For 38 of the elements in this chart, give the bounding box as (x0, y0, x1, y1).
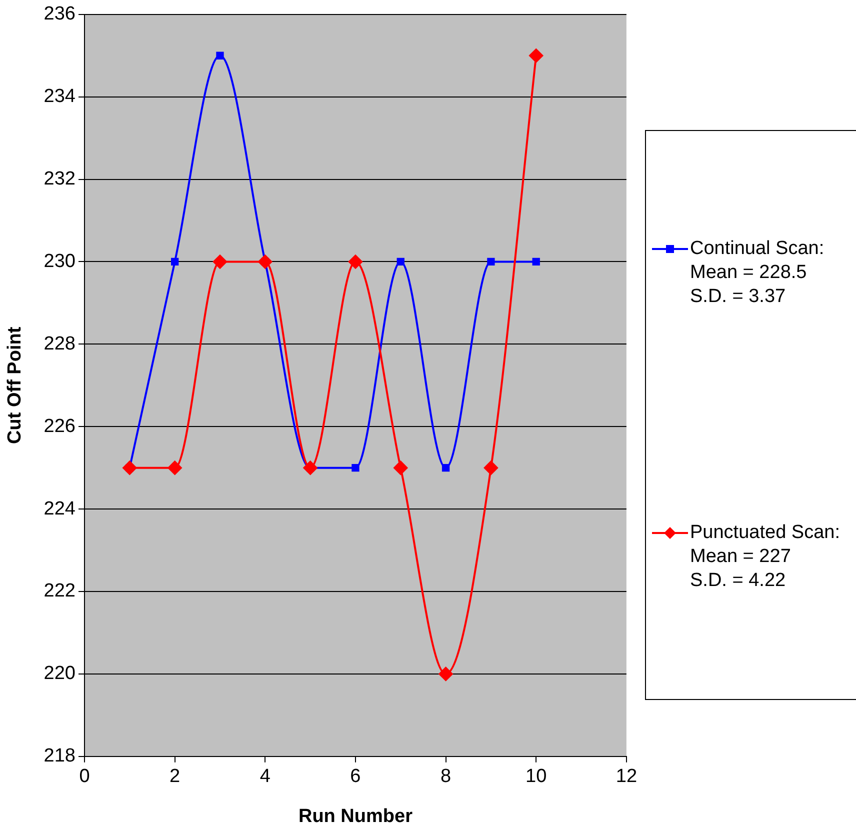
y-tick-label: 236 (44, 4, 76, 25)
y-tick-label: 218 (44, 746, 76, 767)
point (487, 258, 495, 266)
y-tick-label: 228 (44, 333, 76, 354)
point (396, 258, 404, 266)
point (303, 460, 318, 475)
point (394, 460, 408, 475)
x-tick-label: 10 (526, 766, 547, 788)
legend-label: Continual Scan: Mean = 228.5 S.D. = 3.37 (690, 237, 824, 309)
point (442, 464, 450, 472)
point (532, 258, 540, 266)
y-tick-label: 226 (44, 416, 76, 437)
x-tick-label: 2 (170, 766, 180, 788)
point (348, 254, 362, 269)
point (438, 666, 453, 681)
y-tick-label: 230 (44, 250, 76, 272)
y-tick-label: 234 (44, 86, 76, 108)
point (170, 258, 179, 266)
x-tick-label: 0 (79, 766, 90, 788)
point (122, 460, 137, 475)
y-tick-label: 232 (44, 168, 76, 190)
y-tick-label: 220 (44, 663, 76, 684)
legend-label: Punctuated Scan: Mean = 227 S.D. = 4.22 (690, 521, 840, 593)
point (529, 48, 544, 63)
point (352, 464, 360, 472)
x-tick-label: 6 (350, 766, 361, 788)
y-tick-label: 224 (44, 498, 76, 520)
point (484, 460, 498, 475)
point (212, 254, 227, 269)
x-tick-label: 8 (440, 766, 452, 788)
x-tick-label: 12 (616, 766, 638, 788)
point (258, 254, 272, 269)
y-axis-title: Cut Off Point (4, 326, 26, 444)
point (168, 460, 182, 475)
y-tick-label: 222 (44, 580, 76, 602)
point (216, 52, 224, 60)
x-axis-title: Run Number (298, 806, 414, 827)
x-tick-label: 4 (260, 766, 271, 788)
